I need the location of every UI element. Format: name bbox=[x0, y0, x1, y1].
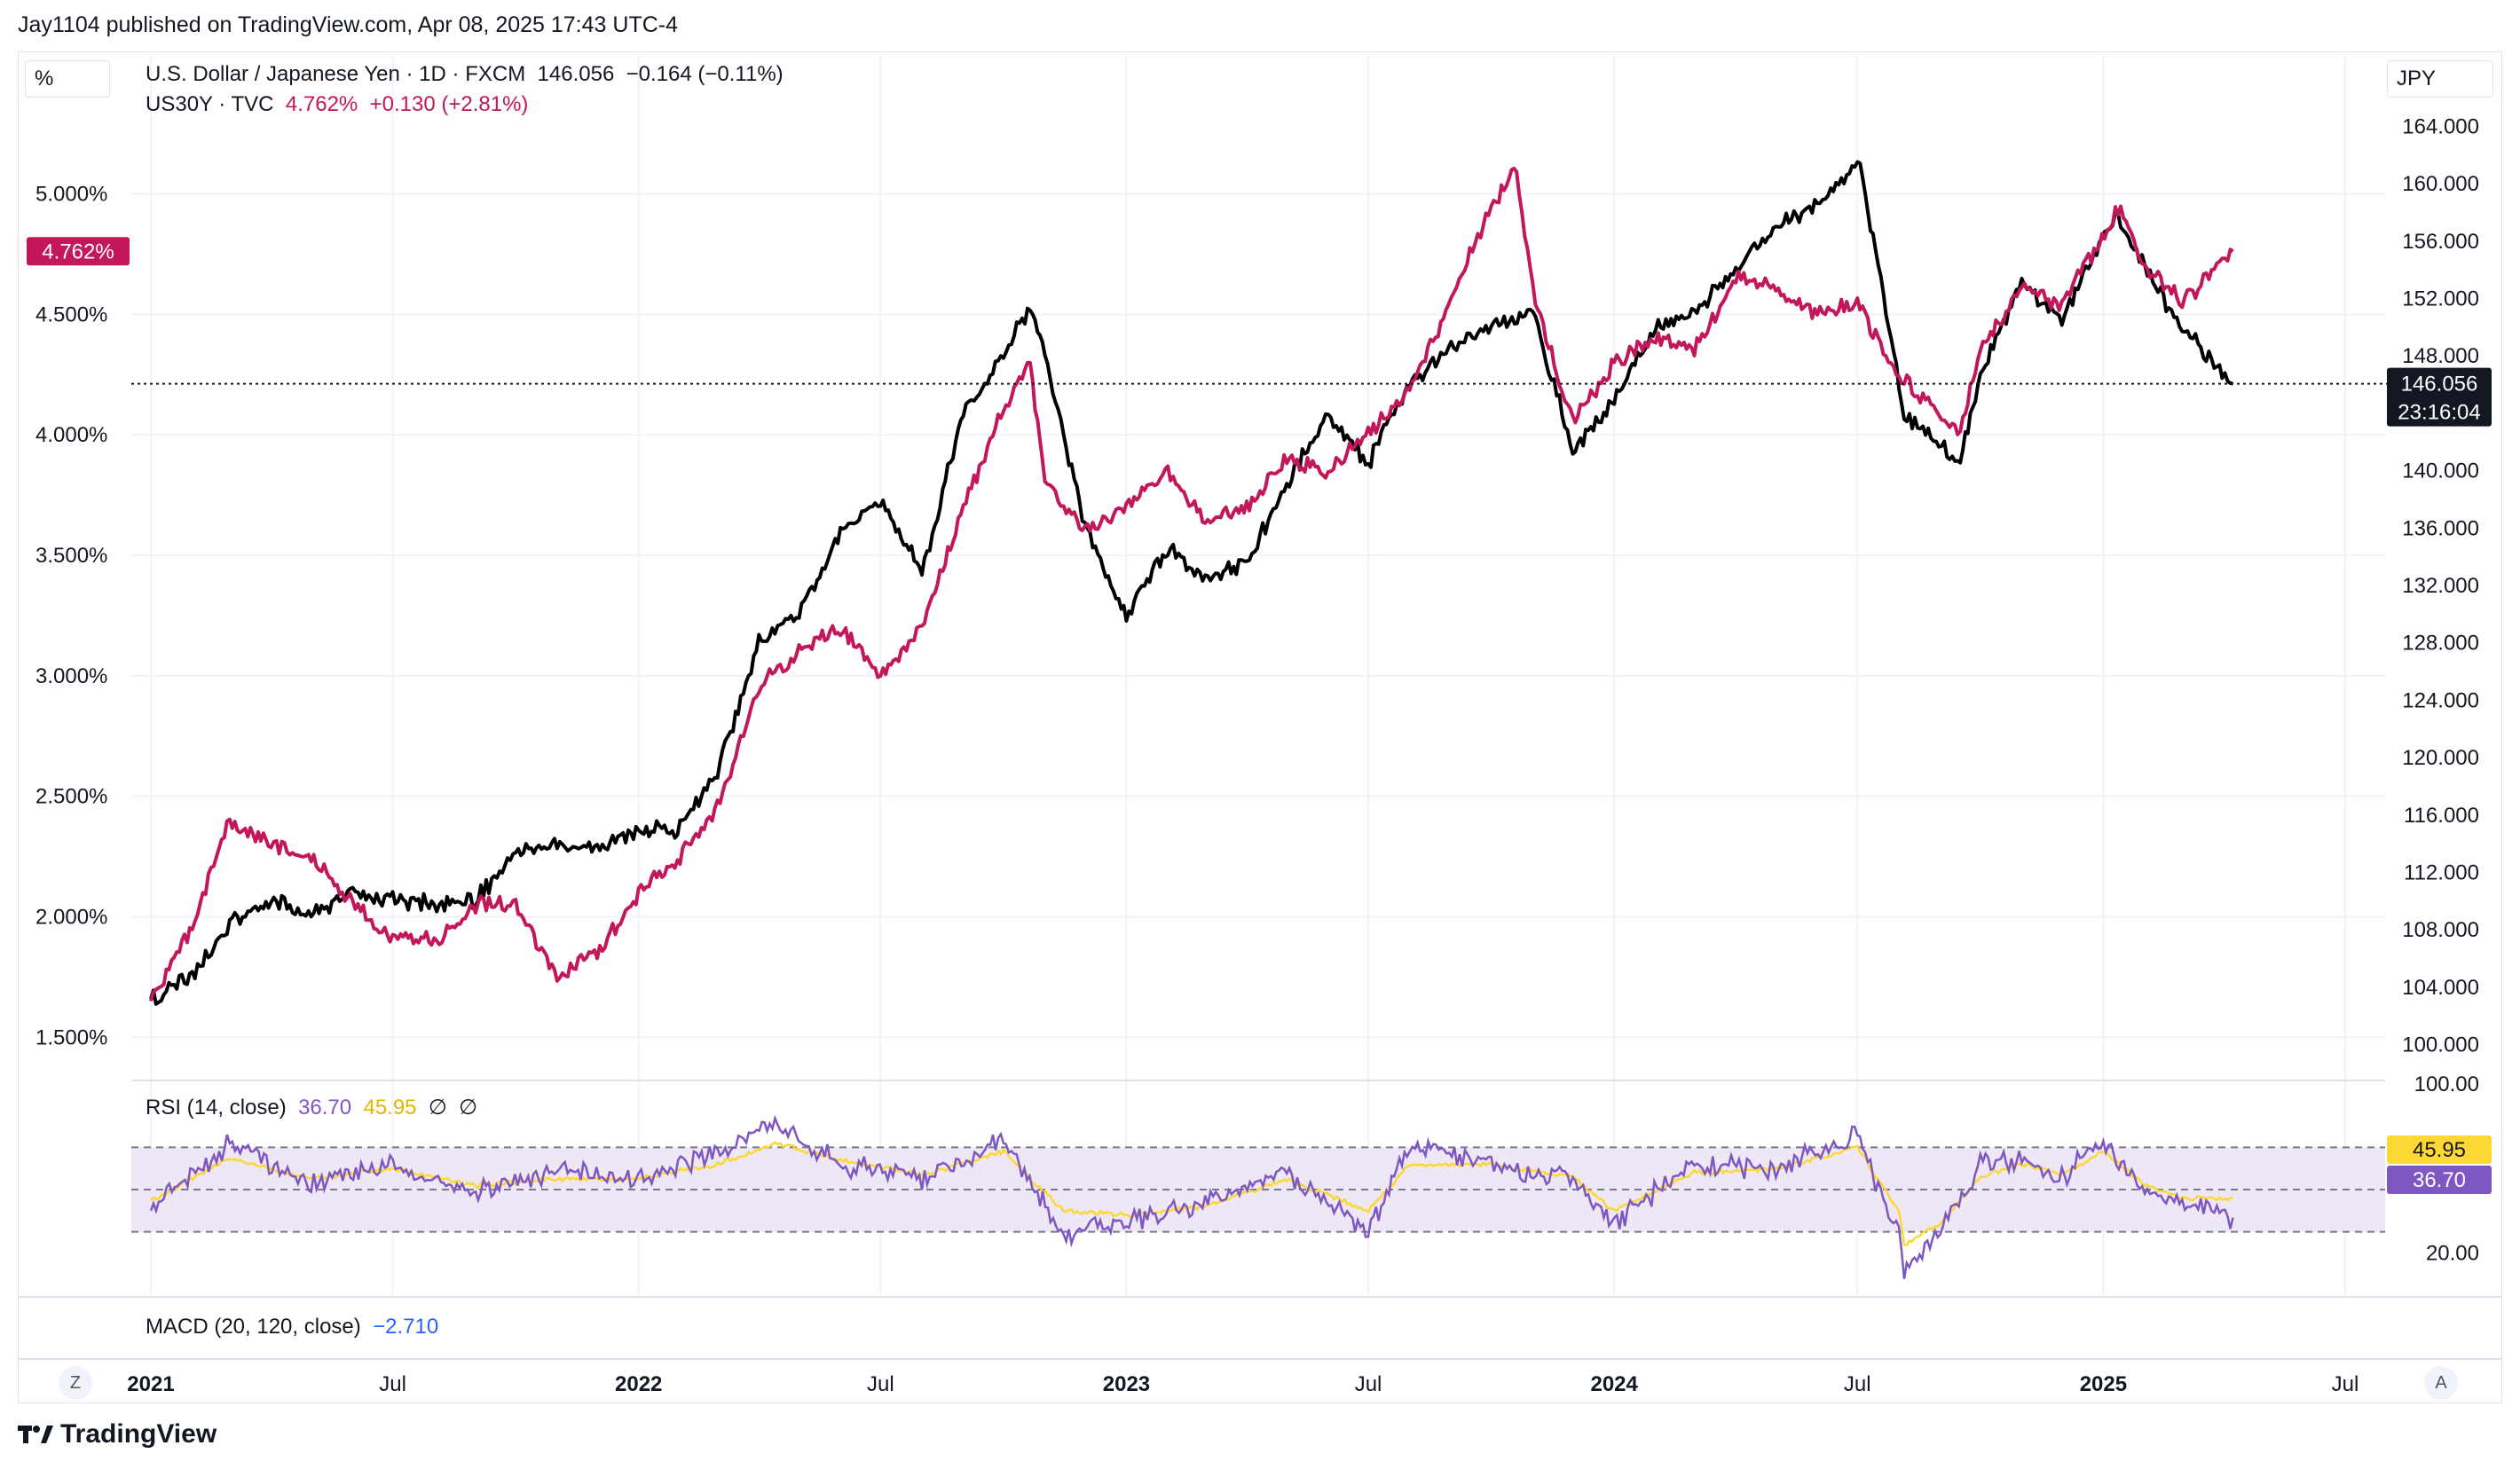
tradingview-logo[interactable]: TradingView bbox=[18, 1419, 217, 1449]
compare-series-legend[interactable]: US30Y · TVC 4.762% +0.130 (+2.81%) bbox=[146, 92, 528, 117]
zoom-reset-button[interactable]: Z bbox=[59, 1366, 92, 1400]
x-tick-label: 2024 bbox=[1590, 1372, 1638, 1396]
rsi-ma-value: 45.95 bbox=[363, 1096, 417, 1119]
x-tick-label: Jul bbox=[867, 1372, 894, 1396]
x-tick-label: Jul bbox=[379, 1372, 406, 1396]
main-change: −0.164 (−0.11%) bbox=[626, 62, 784, 86]
right-axis-tick: 136.000 bbox=[2402, 516, 2479, 540]
right-axis-tick: 116.000 bbox=[2404, 804, 2479, 828]
price-labels: 4.762% 146.056 23:16:04 45.95 36.70 bbox=[27, 237, 2492, 1194]
rsi-lines bbox=[149, 1114, 2234, 1279]
main-symbol: U.S. Dollar / Japanese Yen · 1D · FXCM bbox=[146, 62, 526, 86]
x-tick-label: 2025 bbox=[2080, 1372, 2127, 1396]
rsi-price-label-box bbox=[2387, 1166, 2492, 1194]
x-tick-label: 2023 bbox=[1103, 1372, 1150, 1396]
auto-scale-button[interactable]: A bbox=[2424, 1366, 2458, 1400]
rsi-price-label: 36.70 bbox=[2413, 1168, 2466, 1192]
left-axis-tick: 2.500% bbox=[35, 785, 107, 809]
right-axis-tick: 124.000 bbox=[2402, 688, 2479, 712]
rsi-value: 36.70 bbox=[298, 1096, 352, 1119]
us30y-line bbox=[149, 166, 2234, 1002]
right-axis-tick: 132.000 bbox=[2402, 574, 2479, 598]
right-axis-tick: 164.000 bbox=[2402, 114, 2479, 138]
rsi-title: RSI (14, close) bbox=[146, 1096, 287, 1119]
right-axis-tick: 148.000 bbox=[2402, 344, 2479, 368]
right-current-box bbox=[2387, 367, 2492, 427]
left-axis-tick: 5.000% bbox=[35, 183, 107, 207]
left-current-label: 4.762% bbox=[42, 240, 114, 263]
right-axis-tick: 160.000 bbox=[2402, 172, 2479, 196]
macd-title: MACD (20, 120, close) bbox=[146, 1315, 361, 1339]
left-axis-tick: 2.000% bbox=[35, 905, 107, 929]
usdjpy-line bbox=[149, 160, 2233, 1006]
compare-value: 4.762% bbox=[285, 92, 358, 116]
grid-lines bbox=[131, 55, 2385, 1295]
right-axis-tick: 128.000 bbox=[2402, 632, 2479, 656]
rsi-axis-tick: 100.00 bbox=[2414, 1072, 2479, 1096]
right-countdown-label: 23:16:04 bbox=[2398, 401, 2480, 425]
rsi-ma-price-label-box bbox=[2387, 1135, 2492, 1164]
right-axis-tick: 120.000 bbox=[2402, 746, 2479, 770]
left-axis-tick: 1.500% bbox=[35, 1025, 107, 1049]
left-axis-tick: 4.500% bbox=[35, 302, 107, 326]
rsi-ma-line bbox=[150, 1140, 2233, 1247]
macd-legend[interactable]: MACD (20, 120, close) −2.710 bbox=[146, 1315, 438, 1339]
main-value: 146.056 bbox=[537, 62, 615, 86]
left-axis-unit[interactable]: % bbox=[25, 60, 110, 98]
right-axis-tick: 104.000 bbox=[2402, 976, 2479, 1000]
rsi-legend[interactable]: RSI (14, close) 36.70 45.95 ∅ ∅ bbox=[146, 1095, 477, 1120]
x-tick-label: Jul bbox=[1844, 1372, 1871, 1396]
right-axis-tick: 156.000 bbox=[2402, 230, 2479, 254]
x-tick-label: 2022 bbox=[615, 1372, 662, 1396]
tradingview-logo-icon bbox=[18, 1426, 53, 1443]
x-tick-label: Jul bbox=[1355, 1372, 1382, 1396]
right-axis-tick: 112.000 bbox=[2404, 861, 2479, 885]
left-axis-tick: 4.000% bbox=[35, 423, 107, 447]
axis-ticks: 2021 Jul 2022 Jul 2023 Jul 2024 Jul 2025 Jul 5.000… bbox=[35, 114, 2479, 1396]
x-tick-label: Jul bbox=[2332, 1372, 2359, 1396]
compare-change: +0.130 (+2.81%) bbox=[369, 92, 529, 116]
left-current-label-box bbox=[27, 237, 130, 266]
rsi-ma-price-label: 45.95 bbox=[2413, 1138, 2466, 1162]
publish-credit: Jay1104 published on TradingView.com, Ap… bbox=[18, 12, 678, 37]
rsi-axis-tick: 20.00 bbox=[2426, 1241, 2479, 1265]
right-axis-tick: 108.000 bbox=[2402, 918, 2479, 942]
rsi-line bbox=[149, 1114, 2234, 1279]
macd-value: −2.710 bbox=[373, 1315, 439, 1339]
series-lines bbox=[131, 160, 2387, 1006]
right-axis-tick: 152.000 bbox=[2402, 287, 2479, 310]
compare-symbol: US30Y · TVC bbox=[146, 92, 274, 116]
x-tick-label: 2021 bbox=[127, 1372, 174, 1396]
left-axis-tick: 3.500% bbox=[35, 544, 107, 568]
chart-frame bbox=[18, 51, 2502, 1403]
right-axis-unit[interactable]: JPY bbox=[2387, 60, 2493, 98]
rsi-extra-2: ∅ bbox=[459, 1096, 478, 1119]
right-axis-tick: 100.000 bbox=[2402, 1033, 2479, 1057]
main-series-legend[interactable]: U.S. Dollar / Japanese Yen · 1D · FXCM 1… bbox=[146, 62, 784, 87]
tradingview-logo-text: TradingView bbox=[60, 1419, 217, 1449]
rsi-extra-1: ∅ bbox=[428, 1096, 447, 1119]
right-current-label: 146.056 bbox=[2401, 373, 2478, 397]
left-axis-tick: 3.000% bbox=[35, 664, 107, 688]
right-axis-tick: 140.000 bbox=[2402, 460, 2479, 483]
